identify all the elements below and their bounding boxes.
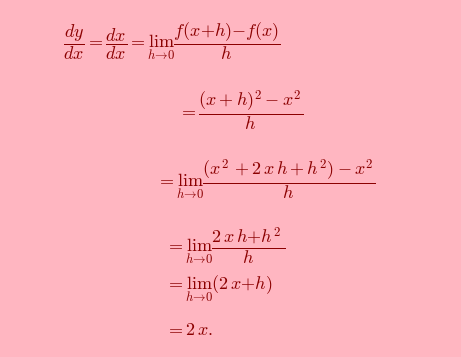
Text: $= \dfrac{(x+h)^2 - x^2}{h}$: $= \dfrac{(x+h)^2 - x^2}{h}$	[178, 89, 303, 132]
Text: $\dfrac{dy}{dx} = \dfrac{dx}{dx} = \lim_{h \to 0} \dfrac{f(x+h) - f(x)}{h}$: $\dfrac{dy}{dx} = \dfrac{dx}{dx} = \lim_…	[63, 20, 281, 62]
Text: $= \lim_{h \to 0} \dfrac{(x^2 + 2\,x\,h + h^2) - x^2}{h}$: $= \lim_{h \to 0} \dfrac{(x^2 + 2\,x\,h …	[156, 158, 375, 202]
Text: $= 2\,x.$: $= 2\,x.$	[165, 321, 213, 339]
Text: $= \lim_{h \to 0} (2\,x + h)$: $= \lim_{h \to 0} (2\,x + h)$	[165, 273, 272, 303]
Text: $= \lim_{h \to 0} \dfrac{2\,x\,h + h^2}{h}$: $= \lim_{h \to 0} \dfrac{2\,x\,h + h^2}{…	[165, 226, 285, 267]
